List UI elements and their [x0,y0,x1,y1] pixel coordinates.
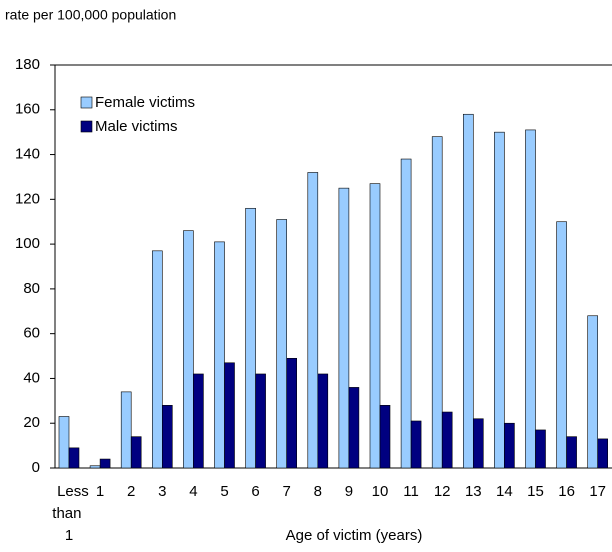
bar [89,465,101,469]
bar [151,250,163,469]
bar [183,230,194,469]
x-tick-label: 15 [527,483,544,500]
x-tick-label: 11 [403,483,419,500]
legend-label: Male victims [95,118,178,135]
bar [161,405,173,469]
y-tick-label: 100 [15,235,40,252]
bar [472,418,484,469]
bar [379,405,391,469]
bar [276,219,287,469]
y-tick-label: 80 [23,280,40,297]
bar [566,436,577,469]
legend-label: Female victims [95,94,195,111]
x-axis-label: Age of victim (years) [286,527,423,544]
y-axis-label: rate per 100,000 population [5,7,176,23]
bar [556,221,567,469]
bar [597,438,608,469]
x-tick-label: 3 [158,483,166,500]
y-tick-label: 160 [15,101,40,118]
bar [462,113,474,469]
bar [68,447,80,469]
legend-swatch [80,120,93,133]
x-tick-label: 2 [127,483,135,500]
x-tick-label: 7 [283,483,291,500]
bar [58,416,70,469]
bar [120,391,132,469]
x-tick-label: 6 [251,483,259,500]
y-tick-label: 180 [15,56,40,73]
y-tick-label: 140 [15,146,40,163]
x-tick-label: 17 [589,483,606,500]
x-tick-label: 8 [314,483,322,500]
y-tick-label: 120 [15,190,40,207]
bar [400,158,412,469]
x-tick-label: 10 [372,483,389,500]
bar [99,458,111,469]
x-tick-label: 1 [96,483,104,500]
x-tick-label: 14 [496,483,513,500]
y-tick-label: 0 [32,459,40,476]
bar [130,436,142,469]
bar [214,241,225,469]
x-tick-label: Less than 1 [52,483,93,544]
y-tick-label: 60 [23,325,40,342]
x-tick-label: 9 [345,483,353,500]
x-tick-label: 16 [558,483,575,500]
y-tick-label: 40 [23,369,40,386]
legend-swatch [80,96,93,109]
x-tick-label: 4 [189,483,197,500]
bar [245,207,256,469]
x-tick-label: 12 [434,483,451,500]
bar [338,187,350,469]
bar [348,387,360,469]
bar [441,411,453,469]
bar [494,131,505,469]
x-tick-label: 13 [465,483,482,500]
bar [307,172,319,469]
bar [317,373,329,469]
bar [431,136,443,469]
y-tick-label: 20 [23,414,40,431]
x-tick-label: 5 [220,483,228,500]
bar [255,373,266,469]
bar [535,429,546,469]
bar [286,357,297,469]
bar [504,422,515,469]
bar [587,315,598,469]
bar [224,362,235,469]
bar [369,183,381,469]
bar [193,373,204,469]
bar [410,420,422,469]
bar [525,129,536,469]
